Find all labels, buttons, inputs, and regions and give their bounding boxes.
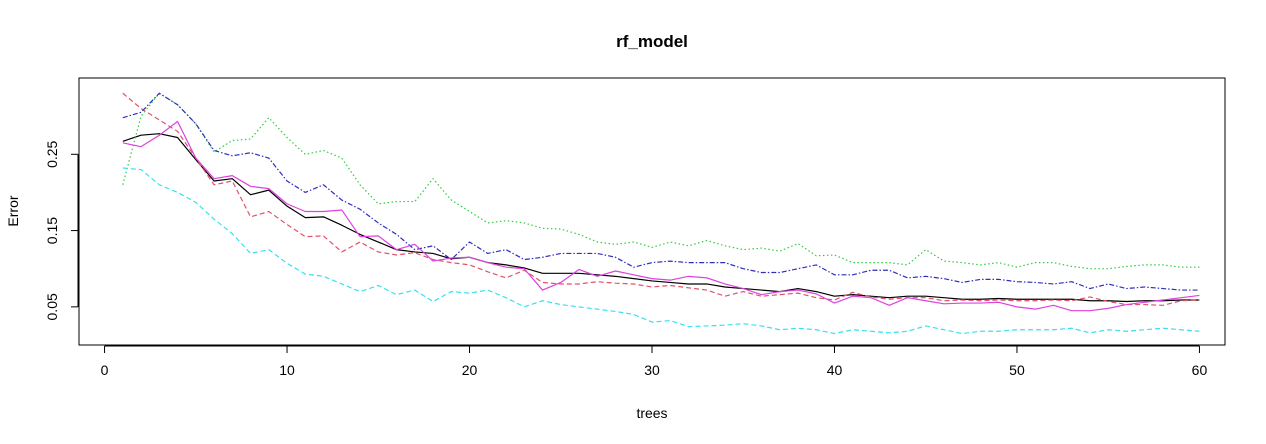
series-line-6: [122, 120, 1200, 312]
x-tick-label: 50: [1009, 362, 1025, 378]
series-layer: [122, 92, 1200, 335]
y-axis: 0.05 0.15 0.25: [44, 140, 79, 320]
y-tick-label: 0.15: [44, 217, 60, 244]
x-axis: 0 10 20 30 40 50 60: [101, 345, 1208, 378]
y-tick-label: 0.25: [44, 140, 60, 167]
series-line-1: [122, 133, 1200, 303]
x-axis-label: trees: [636, 405, 667, 421]
series-line-4: [122, 92, 1200, 291]
x-tick-label: 40: [827, 362, 843, 378]
plot-frame: [78, 77, 1226, 346]
series-line-3: [122, 92, 1200, 270]
series-line-2: [122, 92, 1200, 306]
y-tick-label: 0.05: [44, 293, 60, 320]
y-axis-label: Error: [5, 195, 21, 226]
chart-title: rf_model: [616, 32, 688, 51]
x-tick-label: 10: [279, 362, 295, 378]
series-line-5: [122, 167, 1200, 335]
x-tick-label: 0: [101, 362, 109, 378]
x-tick-label: 30: [644, 362, 660, 378]
x-tick-label: 60: [1192, 362, 1208, 378]
x-tick-label: 20: [462, 362, 478, 378]
